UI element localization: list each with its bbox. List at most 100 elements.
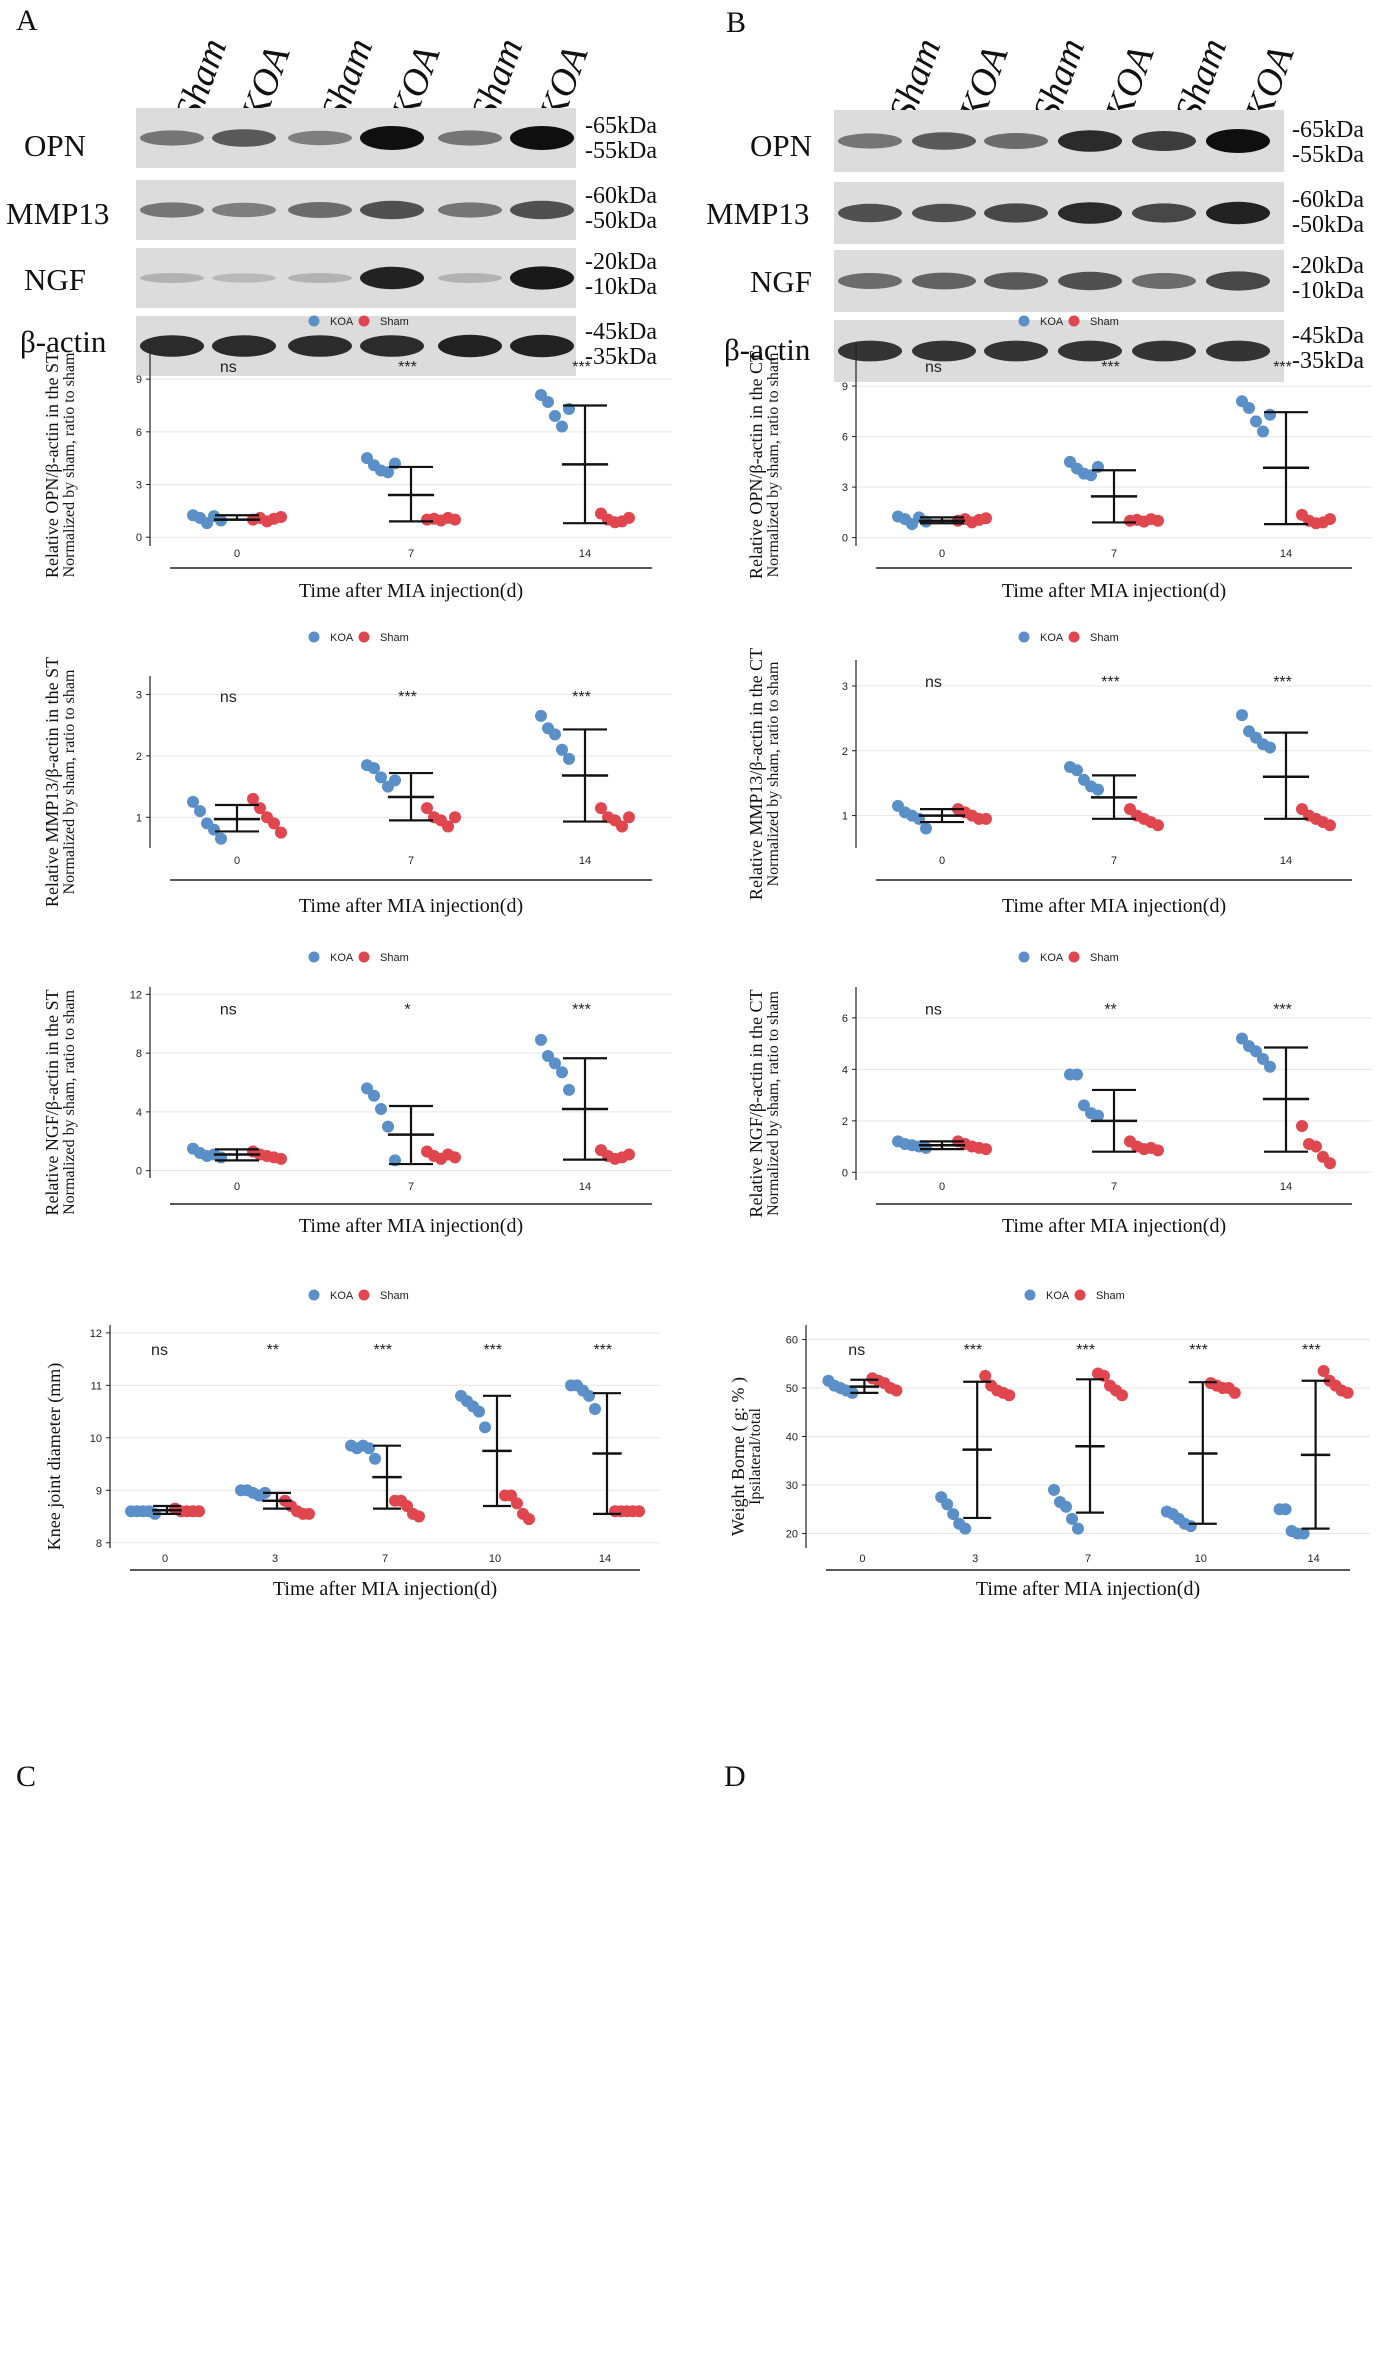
- blot-band: [510, 334, 574, 358]
- data-point-koa: [959, 1522, 972, 1535]
- blot-strip: [136, 108, 576, 168]
- y-tick-label: 3: [136, 689, 142, 701]
- legend-sham-marker: [358, 951, 370, 963]
- blot-band: [1132, 203, 1196, 223]
- legend: KOA Sham: [308, 951, 409, 964]
- x-tick-label: 14: [1280, 855, 1292, 867]
- data-point-koa: [1236, 1032, 1248, 1045]
- data-point-sham: [1324, 819, 1336, 832]
- chart-0: 0 3 6 9 0 7 14 Time after MIA injection(d) Relat…: [42, 315, 672, 602]
- blot-band: [140, 335, 204, 357]
- blot-band: [140, 202, 204, 218]
- legend-koa-marker: [308, 951, 320, 963]
- y-axis-subtitle: Normalized by sham, ratio to sham: [765, 352, 782, 577]
- data-point-koa: [549, 1057, 561, 1070]
- blot-band: [912, 272, 976, 290]
- y-tick-label: 9: [136, 374, 142, 386]
- chart-5: 0 2 4 6 0 7 14 Time after MIA injection(d) Relat…: [746, 951, 1372, 1237]
- chart-6: 8 9 10 11 12 0 3 7 10 14 Time after MIA injection(…: [44, 1289, 660, 1600]
- blot-band: [1206, 129, 1270, 153]
- x-tick-label: 7: [1111, 855, 1117, 867]
- blot-band: [984, 203, 1048, 223]
- data-point-sham: [275, 826, 287, 839]
- blot-band: [1058, 271, 1122, 291]
- blot-band: [288, 202, 352, 218]
- legend-sham-label: Sham: [380, 1290, 409, 1302]
- significance-label: ***: [572, 1001, 591, 1018]
- data-point-koa: [549, 728, 561, 741]
- y-tick-label: 6: [842, 432, 848, 444]
- y-tick-label: 60: [786, 1335, 798, 1347]
- x-tick-label: 14: [1307, 1553, 1319, 1565]
- x-tick-label: 0: [859, 1553, 865, 1565]
- blot-band: [1206, 201, 1270, 225]
- data-point-koa: [1048, 1483, 1060, 1496]
- data-point-sham: [247, 792, 259, 805]
- data-point-koa: [1279, 1503, 1292, 1516]
- significance-label: ***: [398, 359, 417, 376]
- blot-band: [1058, 340, 1122, 362]
- x-tick-label: 14: [579, 855, 591, 867]
- data-point-koa: [1071, 1068, 1083, 1081]
- y-axis-subtitle: Normalized by sham, ratio to sham: [61, 990, 78, 1215]
- y-tick-label: 40: [786, 1432, 798, 1444]
- kda-marker: -20kDa -10kDa: [585, 249, 657, 300]
- y-tick-label: 2: [136, 751, 142, 763]
- blot-band: [360, 266, 424, 290]
- blot-band: [288, 273, 352, 283]
- legend-koa-marker: [1018, 315, 1030, 327]
- data-point-sham: [980, 812, 992, 825]
- blot-image-a: [136, 108, 576, 376]
- y-tick-label: 1: [136, 812, 142, 824]
- protein-label-mmp13: MMP13: [706, 196, 810, 231]
- data-point-sham: [1310, 1140, 1322, 1153]
- chart-7: 20 30 40 50 60 0 3 7 10 14 Time after MIA injectio…: [728, 1289, 1370, 1600]
- legend-sham-marker: [1074, 1289, 1086, 1301]
- y-tick-label: 0: [842, 533, 848, 545]
- data-point-sham: [595, 802, 607, 815]
- y-tick-label: 11: [91, 1380, 102, 1392]
- blot-band: [838, 203, 902, 223]
- data-point-koa: [473, 1405, 485, 1418]
- blot-band: [438, 130, 502, 146]
- legend-koa-label: KOA: [330, 1290, 354, 1302]
- data-point-sham: [623, 511, 635, 524]
- data-point-sham: [1296, 1119, 1308, 1132]
- significance-label: ***: [1101, 359, 1120, 376]
- data-point-sham: [1324, 1157, 1336, 1170]
- y-tick-label: 3: [842, 482, 848, 494]
- data-point-koa: [194, 805, 206, 818]
- significance-label: ns: [848, 1342, 865, 1359]
- significance-label: ***: [593, 1342, 612, 1359]
- blot-band: [438, 334, 502, 358]
- x-tick-label: 3: [972, 1553, 978, 1565]
- protein-label-ngf: NGF: [750, 264, 813, 299]
- significance-label: ***: [1273, 359, 1292, 376]
- data-point-sham: [1152, 819, 1164, 832]
- significance-label: ns: [220, 689, 237, 706]
- y-axis-title: Relative MMP13/β-actin in the ST: [42, 657, 62, 907]
- data-point-koa: [382, 1120, 394, 1133]
- y-axis-title: Relative OPN/β-actin in the ST: [42, 352, 62, 578]
- y-tick-label: 9: [96, 1485, 102, 1497]
- kda-marker: -20kDa -10kDa: [1292, 253, 1364, 304]
- data-point-koa: [1092, 1109, 1104, 1122]
- panel-letter-b: B: [726, 6, 747, 39]
- significance-label: ***: [373, 1342, 392, 1359]
- x-tick-label: 14: [579, 1181, 591, 1193]
- data-point-koa: [1060, 1500, 1072, 1513]
- blot-band: [912, 132, 976, 150]
- y-tick-label: 8: [96, 1538, 102, 1550]
- blot-band: [838, 133, 902, 149]
- y-axis-title: Relative OPN/β-actin in the CT: [746, 351, 766, 579]
- data-point-koa: [1264, 408, 1276, 421]
- data-point-koa: [382, 466, 394, 479]
- blot-band: [360, 335, 424, 357]
- y-axis-title: Weight Borne ( g: % ): [728, 1377, 749, 1536]
- x-tick-label: 7: [408, 855, 414, 867]
- data-point-sham: [1152, 1144, 1164, 1157]
- data-point-koa: [208, 823, 220, 836]
- blot-band: [212, 273, 276, 283]
- blot-band: [510, 266, 574, 290]
- x-tick-label: 7: [1111, 1181, 1117, 1193]
